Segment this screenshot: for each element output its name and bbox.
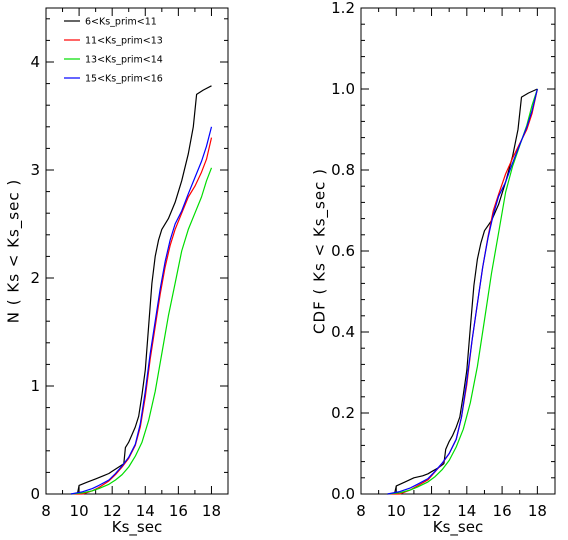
x-tick-label: 14	[136, 502, 155, 520]
x-tick-label: 18	[528, 502, 547, 520]
series-line-1	[76, 85, 212, 495]
y-axis-title: N ( Ks < Ks_sec )	[5, 179, 24, 323]
x-tick-label: 14	[457, 502, 476, 520]
legend-label: 11<Ks_prim<13	[85, 36, 163, 47]
y-tick-label: 1.2	[331, 0, 355, 17]
x-tick-label: 8	[41, 502, 51, 520]
x-tick-label: 16	[169, 502, 188, 520]
y-axis-title: CDF ( Ks < Ks_sec )	[311, 168, 330, 334]
series-line-3	[387, 88, 538, 495]
y-tick-label: 1	[30, 377, 40, 395]
x-tick-label: 12	[103, 502, 122, 520]
y-tick-label: 0.2	[331, 404, 355, 422]
y-tick-label: 0.0	[331, 485, 355, 503]
legend-label: 6<Ks_prim<11	[85, 17, 157, 28]
y-tick-label: 3	[30, 161, 40, 179]
y-tick-label: 1.0	[331, 80, 355, 98]
y-tick-label: 0.6	[331, 242, 355, 260]
x-axis-title: Ks_sec	[433, 518, 483, 537]
y-tick-label: 2	[30, 269, 40, 287]
legend-label: 13<Ks_prim<14	[85, 55, 163, 66]
x-tick-label: 10	[387, 502, 406, 520]
y-tick-label: 0.4	[331, 323, 355, 341]
x-tick-label: 12	[422, 502, 441, 520]
x-axis-title: Ks_sec	[112, 518, 162, 537]
series-line-2	[387, 88, 538, 495]
series-line-4	[70, 126, 213, 495]
series-line-1	[393, 88, 538, 495]
y-tick-label: 4	[30, 53, 40, 71]
x-tick-label: 16	[493, 502, 512, 520]
plot-frame	[45, 7, 229, 495]
series-line-2	[70, 137, 213, 495]
series-line-4	[387, 88, 538, 495]
series-line-3	[70, 167, 213, 495]
y-tick-label: 0	[30, 485, 40, 503]
x-tick-label: 8	[356, 502, 366, 520]
y-tick-label: 0.8	[331, 161, 355, 179]
legend-label: 15<Ks_prim<16	[85, 74, 163, 85]
x-tick-label: 10	[70, 502, 89, 520]
x-tick-label: 18	[202, 502, 221, 520]
right-chart-panel: 8 10 12 14 16 18 0.0 0.2 0.4 0.6 0.8 1.0 1.2 Ks_sec CD…	[311, 0, 556, 537]
